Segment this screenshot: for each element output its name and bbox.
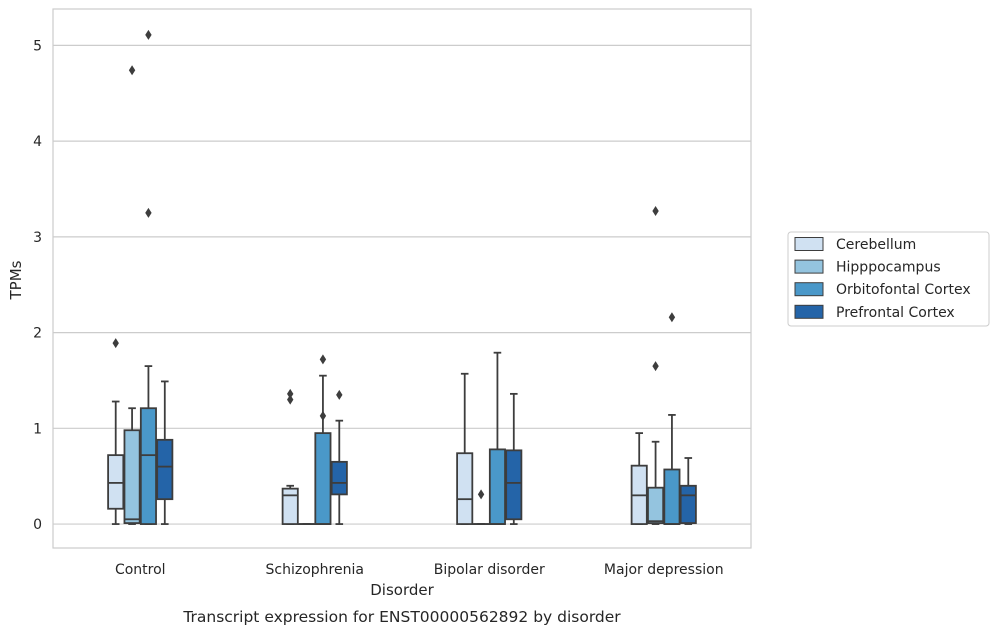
outlier-point xyxy=(319,354,327,365)
iqr-box xyxy=(330,460,348,496)
iqr-box xyxy=(281,487,299,525)
box-cerebellum xyxy=(107,338,125,525)
legend-swatch xyxy=(794,282,824,297)
outlier-point xyxy=(477,489,485,500)
y-tick-label: 0 xyxy=(33,517,42,533)
y-tick-label: 2 xyxy=(33,326,42,342)
x-tick-label: Schizophrenia xyxy=(266,562,364,578)
box-orbitofontal-cortex xyxy=(488,351,506,525)
box-hipppocampus xyxy=(647,206,665,525)
outlier-point xyxy=(287,394,294,405)
y-axis-label: TPMs xyxy=(7,260,25,300)
box-prefrontal-cortex xyxy=(505,392,523,525)
box-prefrontal-cortex xyxy=(679,457,697,525)
legend-frame xyxy=(787,231,990,327)
box-orbitofontal-cortex xyxy=(663,312,681,525)
box-cerebellum xyxy=(630,432,648,525)
outlier-point xyxy=(128,65,136,76)
outlier-point xyxy=(145,207,152,218)
iqr-box xyxy=(156,438,174,501)
iqr-box xyxy=(456,452,474,525)
iqr-box xyxy=(139,407,157,525)
outlier-point xyxy=(336,389,343,400)
box-orbitofontal-cortex xyxy=(314,354,332,525)
box-prefrontal-cortex xyxy=(156,380,174,525)
outlier-point xyxy=(668,312,676,323)
outlier-point xyxy=(112,338,119,349)
box-prefrontal-cortex xyxy=(330,389,348,525)
outlier-point xyxy=(319,410,327,421)
box-orbitofontal-cortex xyxy=(139,29,157,525)
box-hipppocampus xyxy=(472,489,490,525)
iqr-box xyxy=(123,429,141,525)
x-axis: Control Schizophrenia Bipolar disorder Majo… xyxy=(115,562,724,578)
legend-label: Hipppocampus xyxy=(836,260,941,276)
plot-frame xyxy=(52,8,752,549)
legend-label: Orbitofontal Cortex xyxy=(836,282,971,298)
legend-swatch xyxy=(794,237,824,251)
box-hipppocampus xyxy=(123,65,141,525)
outlier-point xyxy=(287,388,294,399)
box-cerebellum xyxy=(281,388,299,525)
legend-swatch xyxy=(794,304,824,319)
plot-area xyxy=(107,29,697,525)
y-axis: 0 1 2 3 4 5 xyxy=(33,38,42,533)
legend: Cerebellum Hipppocampus Orbitofontal Corte… xyxy=(787,231,990,327)
x-tick-label: Major depression xyxy=(604,562,724,578)
y-tick-label: 4 xyxy=(33,134,42,150)
iqr-box xyxy=(107,454,125,510)
legend-swatch xyxy=(794,259,824,274)
outlier-point xyxy=(145,29,152,40)
iqr-box xyxy=(647,486,665,525)
box-cerebellum xyxy=(456,372,474,525)
iqr-box xyxy=(314,432,332,525)
y-tick-label: 3 xyxy=(33,230,42,246)
iqr-box xyxy=(505,449,523,521)
y-tick-label: 1 xyxy=(33,421,42,437)
x-tick-label: Control xyxy=(115,562,166,578)
outlier-point xyxy=(652,206,659,217)
y-tick-label: 5 xyxy=(33,38,42,54)
outlier-point xyxy=(652,361,659,372)
iqr-box xyxy=(679,484,697,525)
legend-label: Cerebellum xyxy=(836,237,916,253)
iqr-box xyxy=(488,448,506,525)
x-tick-label: Bipolar disorder xyxy=(434,562,545,578)
legend-label: Prefrontal Cortex xyxy=(836,305,955,321)
chart-caption: Transcript expression for ENST0000056289… xyxy=(182,608,621,626)
iqr-box xyxy=(663,468,681,525)
x-axis-label: Disorder xyxy=(370,581,434,599)
